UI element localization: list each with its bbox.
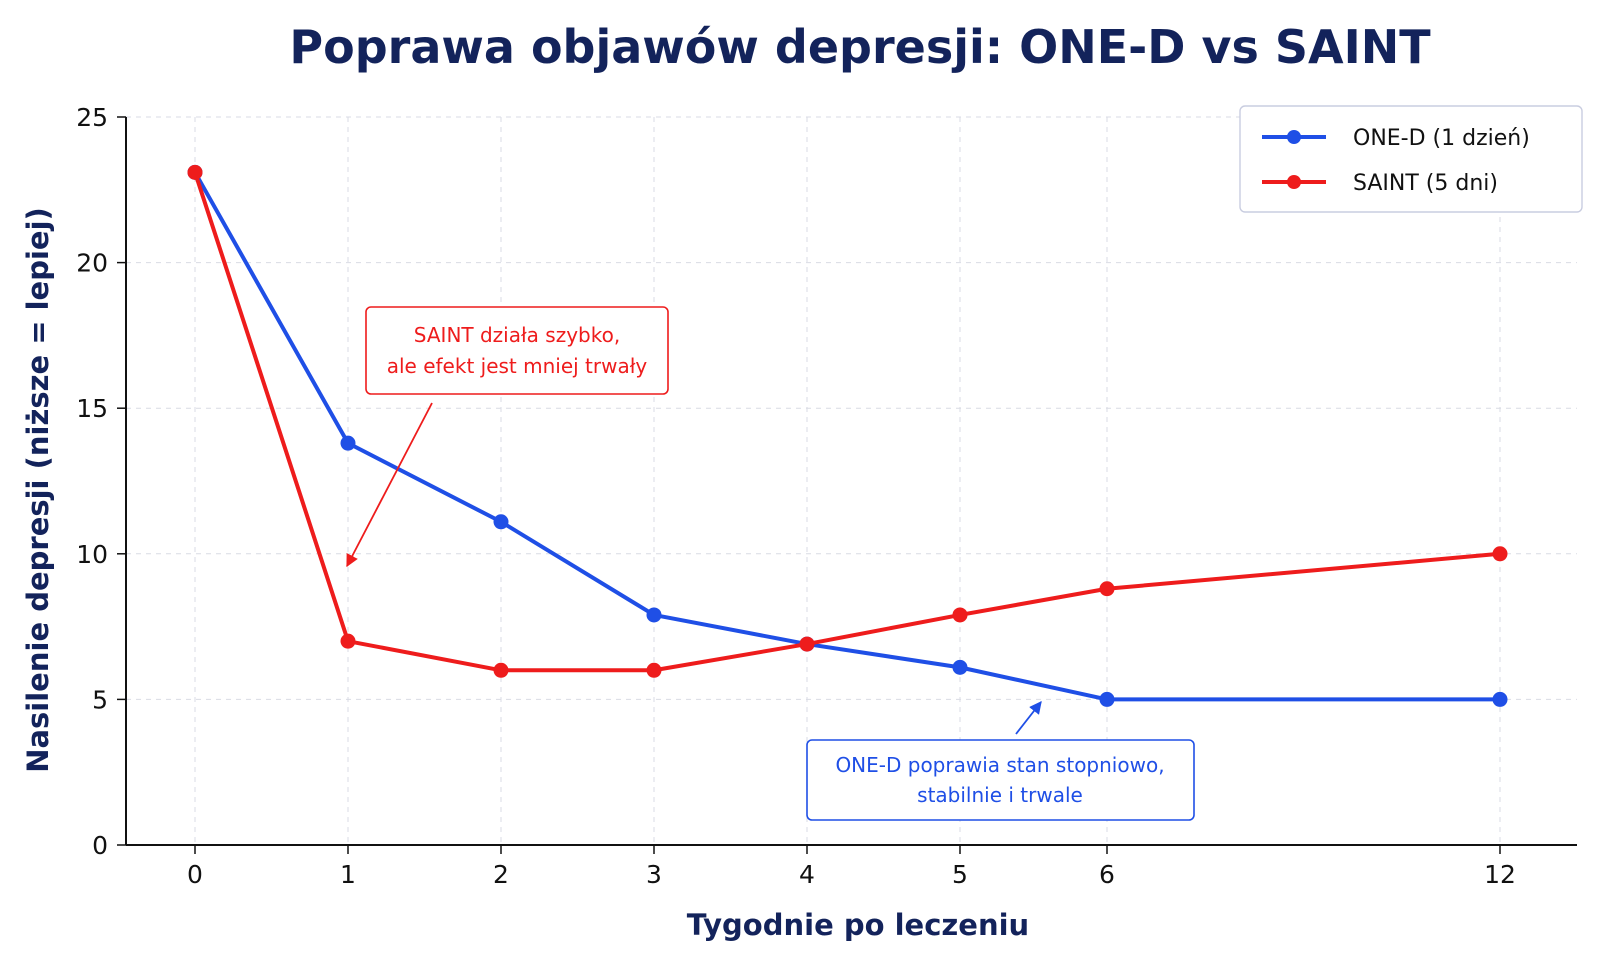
annotation-saint-box <box>365 306 669 395</box>
data-point <box>340 435 356 451</box>
data-point <box>799 636 815 652</box>
x-axis-ticks: 0 1 2 3 4 5 6 12 <box>187 845 1516 889</box>
annotation-saint: SAINT działa szybko, ale efekt jest mnie… <box>346 306 669 568</box>
series-oned <box>187 164 1508 707</box>
chart-title: Poprawa objawów depresji: ONE-D vs SAINT <box>289 20 1431 74</box>
grid <box>126 116 1577 845</box>
series-line <box>193 170 1502 702</box>
y-tick-label: 5 <box>92 685 108 714</box>
data-point <box>646 662 662 678</box>
y-tick-label: 15 <box>76 394 108 423</box>
annotation-oned-line-1: ONE-D poprawia stan stopniowo, <box>835 753 1164 777</box>
data-point <box>1099 691 1115 707</box>
x-tick-label: 3 <box>646 860 662 889</box>
annotation-oned-line-2: stabilnie i trwale <box>917 783 1083 807</box>
series-line <box>193 170 1502 673</box>
legend-label-saint: SAINT (5 dni) <box>1353 171 1498 196</box>
y-axis-ticks: 0 5 10 15 20 25 <box>76 103 126 860</box>
data-point <box>952 659 968 675</box>
data-point <box>646 607 662 623</box>
data-point <box>1492 546 1508 562</box>
x-tick-label: 1 <box>340 860 356 889</box>
x-tick-label: 12 <box>1484 860 1516 889</box>
legend-box <box>1239 105 1583 213</box>
y-tick-label: 25 <box>76 103 108 132</box>
data-point <box>952 607 968 623</box>
legend-marker-oned <box>1287 130 1301 144</box>
series-layer <box>187 164 1508 707</box>
annotation-saint-arrow <box>346 402 433 568</box>
legend-label-oned: ONE-D (1 dzień) <box>1353 126 1530 151</box>
x-tick-label: 6 <box>1099 860 1115 889</box>
annotation-saint-line-2: ale efekt jest mniej trwały <box>387 354 648 378</box>
x-tick-label: 4 <box>799 860 815 889</box>
data-point <box>1099 581 1115 597</box>
y-tick-label: 10 <box>76 540 108 569</box>
annotation-oned-box <box>806 739 1195 821</box>
y-tick-label: 20 <box>76 249 108 278</box>
data-point <box>493 514 509 530</box>
x-tick-label: 2 <box>493 860 509 889</box>
y-tick-label: 0 <box>92 831 108 860</box>
annotation-oned: ONE-D poprawia stan stopniowo, stabilnie… <box>806 701 1195 821</box>
x-tick-label: 5 <box>952 860 968 889</box>
data-point <box>1492 691 1508 707</box>
data-point <box>340 633 356 649</box>
x-axis-title: Tygodnie po leczeniu <box>687 908 1029 942</box>
legend-marker-saint <box>1287 175 1301 189</box>
x-tick-label: 0 <box>187 860 203 889</box>
legend: ONE-D (1 dzień) SAINT (5 dni) <box>1239 105 1583 213</box>
annotation-oned-arrow <box>1015 701 1042 735</box>
annotation-saint-line-1: SAINT działa szybko, <box>414 323 620 347</box>
data-point <box>493 662 509 678</box>
series-saint <box>187 164 1508 678</box>
y-axis-title: Nasilenie depresji (niższe = lepiej) <box>21 207 55 773</box>
axes <box>125 117 1577 846</box>
data-point <box>187 164 203 180</box>
